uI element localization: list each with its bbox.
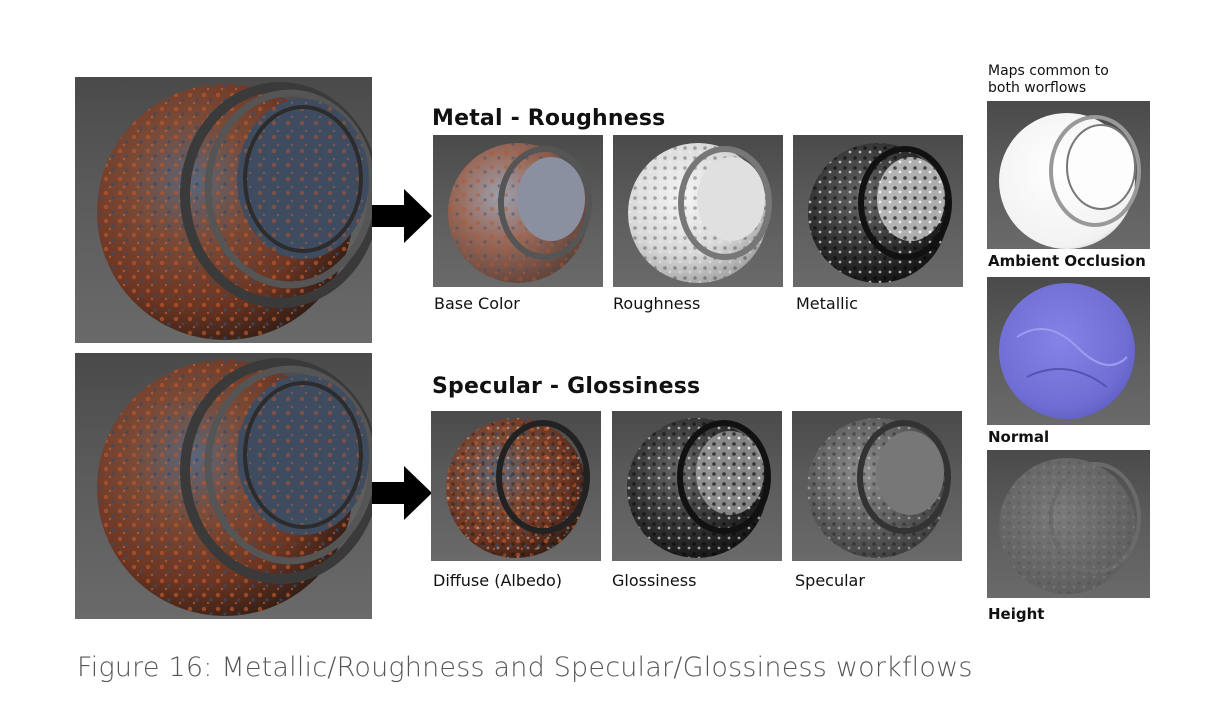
- diffuse-albedo-label: Diffuse (Albedo): [433, 571, 563, 590]
- ambient-occlusion-map: [987, 101, 1150, 249]
- arrow-right-icon: [372, 189, 432, 243]
- roughness-map: [613, 135, 783, 287]
- common-maps-note-line2: both worflows: [988, 80, 1087, 96]
- metallic-map: [793, 135, 963, 287]
- rusty-sphere-image: [97, 82, 372, 340]
- height-map: [987, 450, 1150, 598]
- large-sphere-specular-panel: [75, 353, 372, 619]
- roughness-label: Roughness: [613, 294, 701, 313]
- figure-caption: Figure 16: Metallic/Roughness and Specul…: [77, 652, 973, 683]
- normal-map: [987, 277, 1150, 425]
- normal-label: Normal: [988, 428, 1050, 446]
- glossiness-map: [612, 411, 782, 561]
- metal-roughness-heading: Metal - Roughness: [432, 106, 666, 131]
- ambient-occlusion-label: Ambient Occlusion: [988, 252, 1146, 270]
- common-maps-note-line1: Maps common to: [988, 63, 1109, 79]
- large-sphere-metal-panel: [75, 77, 372, 343]
- specular-glossiness-heading: Specular - Glossiness: [432, 374, 701, 399]
- height-label: Height: [988, 605, 1045, 623]
- base-color-map: [433, 135, 603, 287]
- arrow-right-icon: [372, 466, 432, 520]
- common-maps-note: Maps common to both worflows: [988, 63, 1109, 97]
- specular-label: Specular: [795, 571, 865, 590]
- rusty-sphere-image: [97, 358, 372, 616]
- metallic-label: Metallic: [796, 294, 858, 313]
- base-color-label: Base Color: [434, 294, 520, 313]
- glossiness-label: Glossiness: [612, 571, 697, 590]
- specular-map: [792, 411, 962, 561]
- diffuse-albedo-map: [431, 411, 601, 561]
